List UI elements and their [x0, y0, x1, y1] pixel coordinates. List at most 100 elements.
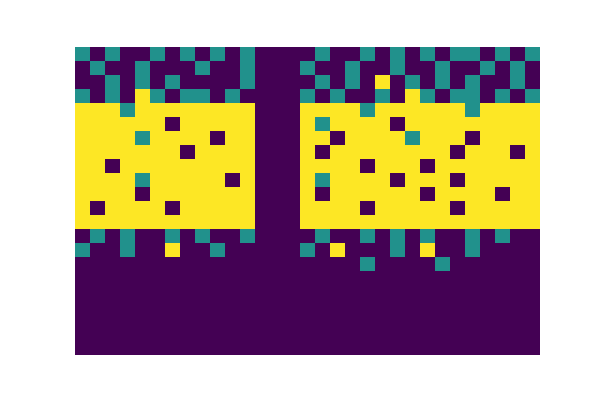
heatmap-cell: [420, 103, 436, 118]
heatmap-cell: [405, 145, 421, 160]
heatmap-cell: [450, 257, 466, 272]
heatmap-cell: [525, 75, 540, 90]
heatmap-cell: [480, 103, 496, 118]
heatmap-cell: [210, 75, 226, 90]
heatmap-cell: [195, 173, 211, 188]
heatmap-cell: [390, 271, 406, 286]
heatmap-cell: [360, 103, 376, 118]
heatmap-cell: [225, 215, 241, 230]
heatmap-cell: [360, 117, 376, 132]
heatmap-cell: [525, 257, 540, 272]
heatmap-cell: [255, 103, 271, 118]
heatmap-cell: [375, 131, 391, 146]
heatmap-cell: [465, 285, 481, 300]
heatmap-cell: [150, 159, 166, 174]
heatmap-cell: [255, 173, 271, 188]
heatmap-cell: [345, 285, 361, 300]
heatmap-cell: [135, 61, 151, 76]
heatmap-cell: [150, 173, 166, 188]
heatmap-cell: [465, 131, 481, 146]
heatmap-cell: [405, 159, 421, 174]
heatmap-cell: [315, 103, 331, 118]
heatmap-cell: [240, 89, 256, 104]
heatmap-cell: [240, 117, 256, 132]
heatmap-cell: [255, 75, 271, 90]
heatmap-cell: [435, 117, 451, 132]
heatmap-cell: [210, 341, 226, 355]
heatmap-cell: [330, 229, 346, 244]
heatmap-cell: [210, 201, 226, 216]
heatmap-cell: [510, 201, 526, 216]
heatmap-cell: [285, 145, 301, 160]
heatmap-cell: [450, 61, 466, 76]
heatmap-cell: [435, 243, 451, 258]
heatmap-cell: [480, 229, 496, 244]
heatmap-cell: [285, 159, 301, 174]
heatmap-cell: [285, 187, 301, 202]
heatmap-cell: [270, 61, 286, 76]
heatmap-cell: [180, 285, 196, 300]
heatmap-cell: [150, 285, 166, 300]
heatmap-cell: [225, 201, 241, 216]
heatmap-cell: [120, 131, 136, 146]
heatmap-cell: [150, 117, 166, 132]
heatmap-cell: [465, 229, 481, 244]
heatmap-cell: [120, 341, 136, 355]
heatmap-cell: [240, 159, 256, 174]
heatmap-cell: [480, 341, 496, 355]
heatmap-cell: [435, 47, 451, 62]
heatmap-cell: [75, 145, 91, 160]
heatmap-cell: [405, 271, 421, 286]
heatmap-cell: [75, 257, 91, 272]
heatmap-cell: [150, 89, 166, 104]
heatmap-cell: [495, 243, 511, 258]
heatmap-cell: [420, 327, 436, 342]
heatmap-cell: [240, 173, 256, 188]
heatmap-cell: [330, 341, 346, 355]
heatmap-cell: [405, 313, 421, 328]
heatmap-cell: [225, 341, 241, 355]
heatmap-cell: [225, 327, 241, 342]
heatmap-cell: [195, 243, 211, 258]
heatmap-cell: [360, 229, 376, 244]
heatmap-cell: [465, 103, 481, 118]
heatmap-cell: [285, 117, 301, 132]
heatmap-cell: [510, 327, 526, 342]
heatmap-cell: [435, 215, 451, 230]
heatmap-cell: [120, 229, 136, 244]
heatmap-cell: [345, 117, 361, 132]
heatmap-cell: [285, 299, 301, 314]
heatmap-cell: [450, 89, 466, 104]
heatmap-cell: [405, 327, 421, 342]
heatmap-cell: [210, 187, 226, 202]
heatmap-cell: [210, 299, 226, 314]
heatmap-cell: [270, 201, 286, 216]
heatmap-cell: [90, 327, 106, 342]
heatmap-cell: [165, 103, 181, 118]
heatmap-cell: [105, 271, 121, 286]
heatmap-cell: [360, 341, 376, 355]
heatmap-cell: [345, 271, 361, 286]
heatmap-cell: [300, 313, 316, 328]
heatmap-cell: [255, 229, 271, 244]
heatmap-cell: [165, 89, 181, 104]
heatmap-cell: [210, 257, 226, 272]
heatmap-cell: [195, 89, 211, 104]
heatmap-cell: [375, 145, 391, 160]
heatmap-cell: [405, 131, 421, 146]
heatmap-cell: [480, 271, 496, 286]
heatmap-cell: [360, 131, 376, 146]
chart-container: [0, 0, 600, 400]
heatmap-cell: [270, 145, 286, 160]
heatmap-cell: [405, 257, 421, 272]
heatmap-cell: [465, 145, 481, 160]
heatmap-cell: [240, 313, 256, 328]
heatmap-cell: [90, 299, 106, 314]
heatmap-cell: [150, 257, 166, 272]
heatmap-cell: [450, 341, 466, 355]
heatmap-cell: [420, 271, 436, 286]
heatmap-cell: [105, 145, 121, 160]
heatmap-cell: [240, 103, 256, 118]
heatmap-cell: [225, 187, 241, 202]
heatmap-cell: [525, 159, 540, 174]
